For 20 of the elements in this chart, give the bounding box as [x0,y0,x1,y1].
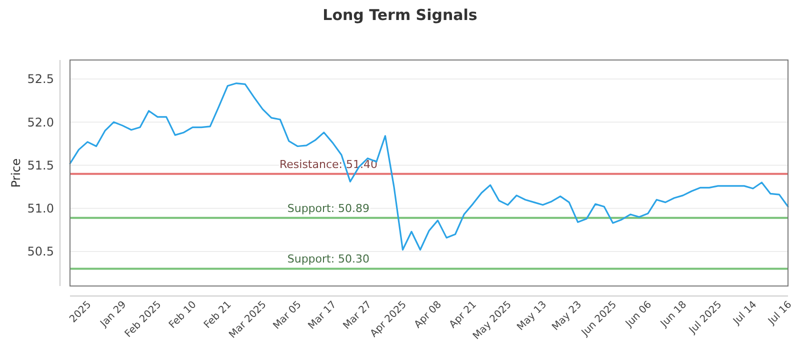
x-tick-label: Apr 21 [448,299,479,331]
x-tick-label: Jun 06 [623,299,654,330]
line-series [69,82,789,251]
x-tick-label: Mar 17 [306,299,339,332]
y-tick-label: 50.5 [27,244,54,259]
x-tick-label: Jul 14 [730,299,760,328]
x-tick-label: Mar 05 [271,299,304,332]
y-tick-label: 52.5 [27,72,54,86]
x-tick-label: Jan 29 [98,299,129,330]
x-tick-label: Jun 18 [658,299,690,330]
x-tick-label: Feb 10 [167,299,199,331]
ref-line-label: Support: 50.89 [287,202,370,215]
x-tick-label: Jul 16 [766,299,794,328]
y-tick-label: 52.0 [27,115,54,130]
chart-title: Long Term Signals [322,6,478,24]
x-tick-label: Apr 08 [412,299,444,331]
ref-line-label: Support: 50.30 [287,252,370,266]
y-axis-title: Price [9,158,23,188]
y-tick-label: 51.5 [27,158,54,172]
y-tick-label: 51.0 [27,202,54,216]
